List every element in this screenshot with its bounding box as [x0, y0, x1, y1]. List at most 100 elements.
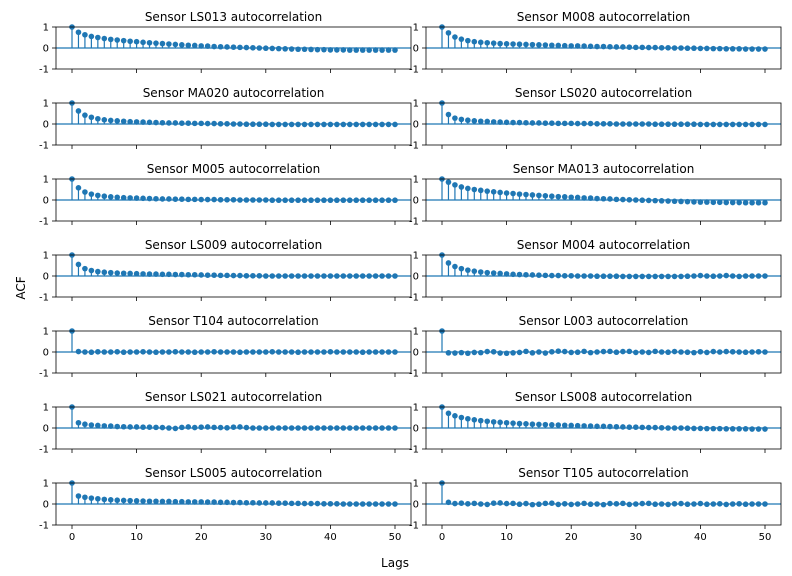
- acf-point: [587, 423, 594, 429]
- acf-point: [217, 120, 224, 127]
- acf-point: [366, 349, 372, 355]
- acf-point: [755, 121, 762, 128]
- y-tick-label: 0: [43, 500, 49, 511]
- acf-point: [458, 265, 465, 272]
- acf-point: [120, 349, 127, 356]
- acf-point: [243, 424, 250, 431]
- acf-point: [120, 37, 127, 44]
- acf-point: [633, 44, 639, 51]
- acf-point: [465, 37, 471, 44]
- acf-point: [490, 419, 497, 425]
- acf-point: [75, 493, 82, 499]
- acf-point: [185, 42, 192, 49]
- acf-point: [755, 501, 762, 507]
- acf-point: [372, 349, 379, 355]
- acf-point: [458, 184, 465, 190]
- acf-point: [140, 271, 146, 277]
- acf-point: [159, 119, 166, 126]
- acf-point: [762, 501, 768, 507]
- acf-point: [523, 191, 529, 198]
- acf-point: [652, 273, 658, 280]
- acf-point: [250, 44, 256, 51]
- acf-point: [607, 423, 613, 430]
- acf-point: [620, 273, 626, 280]
- acf-point: [736, 46, 742, 52]
- acf-point: [458, 36, 465, 42]
- acf-point: [211, 499, 217, 505]
- acf-point: [340, 47, 347, 53]
- acf-point: [269, 197, 276, 204]
- acf-point: [133, 270, 140, 277]
- acf-point: [275, 425, 282, 431]
- acf-point: [471, 349, 478, 356]
- x-tick-label: 10: [500, 532, 513, 543]
- acf-point: [684, 121, 691, 128]
- acf-point: [516, 420, 523, 427]
- acf-point: [185, 196, 192, 203]
- acf-point: [652, 121, 658, 128]
- acf-point: [555, 272, 562, 279]
- acf-point: [736, 426, 742, 432]
- acf-point: [392, 501, 398, 507]
- acf-point: [587, 195, 594, 201]
- acf-point: [308, 121, 314, 128]
- acf-point: [716, 349, 723, 355]
- acf-point: [697, 121, 704, 128]
- acf-panel: Sensor LS020 autocorrelation -1 0 1: [409, 86, 782, 152]
- acf-point: [379, 501, 385, 507]
- panel-frame: [55, 102, 412, 146]
- acf-point: [179, 196, 185, 202]
- acf-point: [275, 273, 282, 279]
- acf-point: [198, 424, 204, 430]
- acf-point: [334, 500, 340, 507]
- acf-point: [626, 121, 633, 127]
- acf-point: [639, 121, 646, 127]
- acf-point: [263, 425, 269, 431]
- acf-point: [211, 120, 217, 127]
- acf-point: [217, 272, 224, 279]
- acf-point: [82, 421, 88, 428]
- acf-point: [366, 273, 372, 279]
- acf-point: [107, 423, 114, 429]
- acf-point: [716, 199, 723, 206]
- acf-point: [516, 271, 523, 278]
- acf-point: [275, 121, 282, 128]
- acf-point: [613, 500, 620, 507]
- acf-point: [742, 501, 749, 508]
- acf-point: [301, 273, 308, 279]
- acf-point: [691, 349, 697, 356]
- x-tick-label: 10: [130, 532, 143, 543]
- acf-point: [133, 349, 140, 355]
- acf-point: [600, 195, 607, 202]
- acf-point: [755, 426, 762, 432]
- acf-point: [645, 44, 652, 51]
- acf-point: [574, 349, 581, 356]
- acf-point: [133, 119, 140, 125]
- acf-point: [211, 424, 217, 431]
- acf-point: [95, 348, 101, 355]
- acf-point: [282, 425, 288, 431]
- acf-point: [379, 273, 385, 279]
- panel-title: Sensor MA020 autocorrelation: [143, 86, 325, 100]
- acf-point: [749, 426, 755, 432]
- acf-point: [146, 349, 153, 355]
- acf-point: [671, 121, 678, 128]
- acf-point: [742, 199, 749, 206]
- acf-point: [372, 425, 379, 431]
- acf-point: [484, 501, 491, 508]
- acf-point: [704, 121, 710, 128]
- acf-point: [107, 36, 114, 43]
- acf-point: [568, 43, 574, 49]
- panel-title: Sensor M005 autocorrelation: [147, 162, 320, 176]
- acf-point: [445, 111, 452, 118]
- acf-point: [587, 349, 594, 356]
- acf-point: [684, 501, 691, 508]
- panel-frame: [425, 102, 782, 146]
- y-tick-label: -1: [409, 141, 419, 152]
- acf-point: [88, 191, 95, 197]
- acf-point: [224, 120, 230, 127]
- acf-point: [581, 120, 587, 127]
- y-axis-label: ACF: [14, 276, 28, 299]
- acf-point: [639, 349, 646, 355]
- acf-point: [704, 45, 710, 52]
